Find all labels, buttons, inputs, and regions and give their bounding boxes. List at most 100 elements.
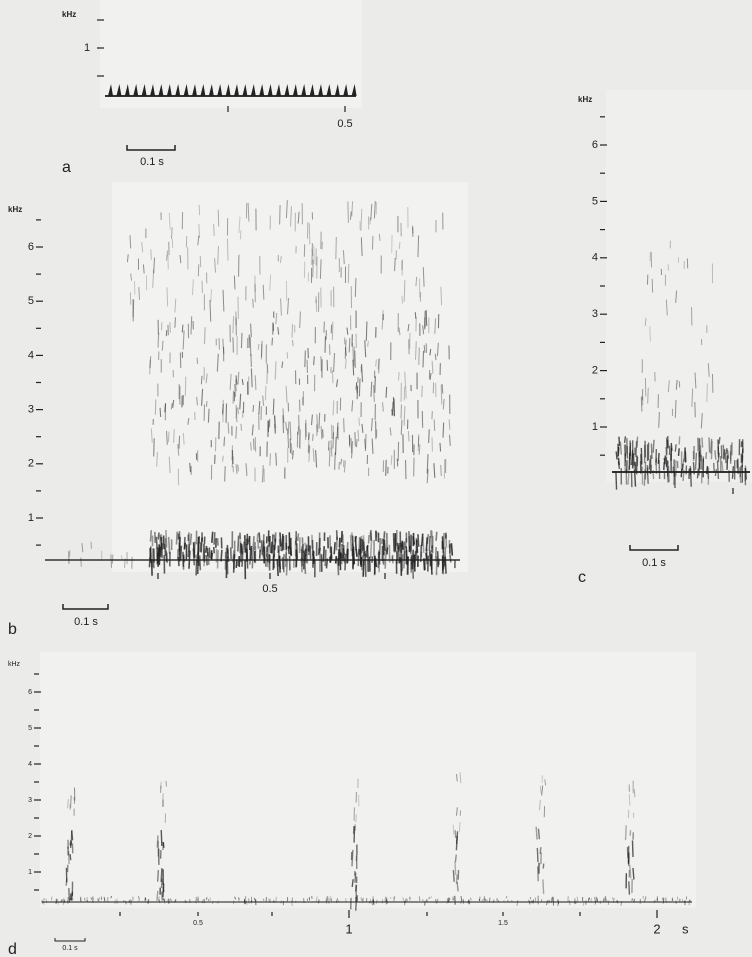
pulse: [318, 84, 323, 96]
y-tick-label: 6: [592, 139, 598, 151]
trace: [667, 465, 670, 483]
trace: [665, 897, 667, 903]
trace: [364, 434, 367, 452]
trace: [349, 534, 353, 552]
trace: [63, 899, 65, 905]
trace: [326, 896, 329, 902]
trace: [210, 289, 213, 303]
trace: [222, 403, 224, 414]
trace: [261, 465, 264, 483]
trace: [322, 546, 326, 562]
trace: [628, 881, 631, 895]
trace: [448, 419, 451, 430]
trace: [446, 898, 449, 904]
pulse: [116, 84, 122, 96]
y-tick-label: 5: [592, 195, 598, 207]
trace: [257, 343, 260, 350]
trace: [199, 255, 202, 268]
trace: [214, 258, 216, 273]
trace: [224, 466, 226, 482]
trace: [399, 549, 402, 559]
trace: [318, 899, 320, 904]
trace: [213, 224, 215, 237]
trace: [442, 551, 445, 566]
pulse: [259, 84, 265, 96]
trace: [229, 373, 232, 391]
trace: [417, 436, 420, 452]
spectrogram-traces: [41, 84, 748, 911]
trace: [160, 878, 163, 889]
trace: [155, 536, 158, 549]
trace: [291, 900, 293, 907]
trace: [251, 424, 254, 436]
y-axis: 6 5 4 3 2 1: [592, 116, 607, 456]
trace: [57, 898, 59, 905]
trace: [275, 312, 278, 325]
trace: [360, 896, 363, 901]
trace: [694, 372, 697, 389]
trace: [422, 536, 425, 553]
trace: [342, 554, 345, 562]
y-tick-label: 1: [28, 512, 34, 524]
trace: [282, 408, 285, 424]
trace: [275, 452, 278, 466]
trace: [235, 464, 238, 475]
trace: [421, 899, 424, 902]
pulse: [326, 84, 332, 96]
trace: [149, 359, 151, 375]
trace: [333, 542, 336, 555]
trace: [172, 399, 175, 408]
y-tick-label: 1: [84, 42, 90, 54]
trace: [163, 543, 167, 556]
pulse: [208, 84, 214, 96]
trace: [266, 363, 269, 374]
trace: [429, 372, 432, 380]
trace: [428, 896, 430, 900]
trace: [335, 436, 337, 455]
trace: [164, 403, 167, 413]
trace: [632, 453, 635, 466]
pulse: [267, 84, 273, 96]
y-tick-label: 6: [28, 241, 34, 253]
trace: [276, 558, 279, 577]
trace: [86, 899, 89, 903]
trace: [414, 341, 417, 360]
y-tick-label: 1: [592, 421, 598, 433]
trace: [426, 533, 430, 545]
trace: [360, 555, 364, 571]
trace: [156, 835, 159, 848]
panel-b-bg: [112, 182, 468, 572]
trace: [159, 407, 162, 418]
trace: [60, 899, 63, 903]
trace: [391, 409, 394, 415]
trace: [201, 388, 204, 406]
trace: [165, 430, 168, 445]
trace: [205, 373, 208, 384]
trace: [297, 211, 300, 224]
trace: [150, 249, 152, 260]
trace: [375, 359, 378, 367]
trace: [234, 379, 237, 392]
pulse: [158, 84, 164, 96]
unit-label: kHz: [62, 10, 76, 19]
trace: [403, 280, 406, 302]
trace: [336, 379, 339, 388]
trace: [648, 459, 651, 470]
trace: [615, 451, 618, 460]
trace: [400, 404, 403, 419]
trace: [287, 428, 290, 448]
trace: [170, 898, 173, 903]
trace: [362, 541, 366, 556]
trace: [340, 458, 343, 465]
trace: [289, 421, 292, 441]
trace: [537, 828, 541, 840]
trace: [181, 324, 184, 333]
trace: [408, 531, 411, 549]
trace: [70, 795, 72, 809]
trace: [238, 216, 241, 234]
y-tick-label: 6: [28, 689, 32, 696]
trace: [303, 558, 307, 575]
trace: [536, 866, 540, 882]
trace: [633, 900, 635, 903]
trace: [435, 900, 437, 905]
